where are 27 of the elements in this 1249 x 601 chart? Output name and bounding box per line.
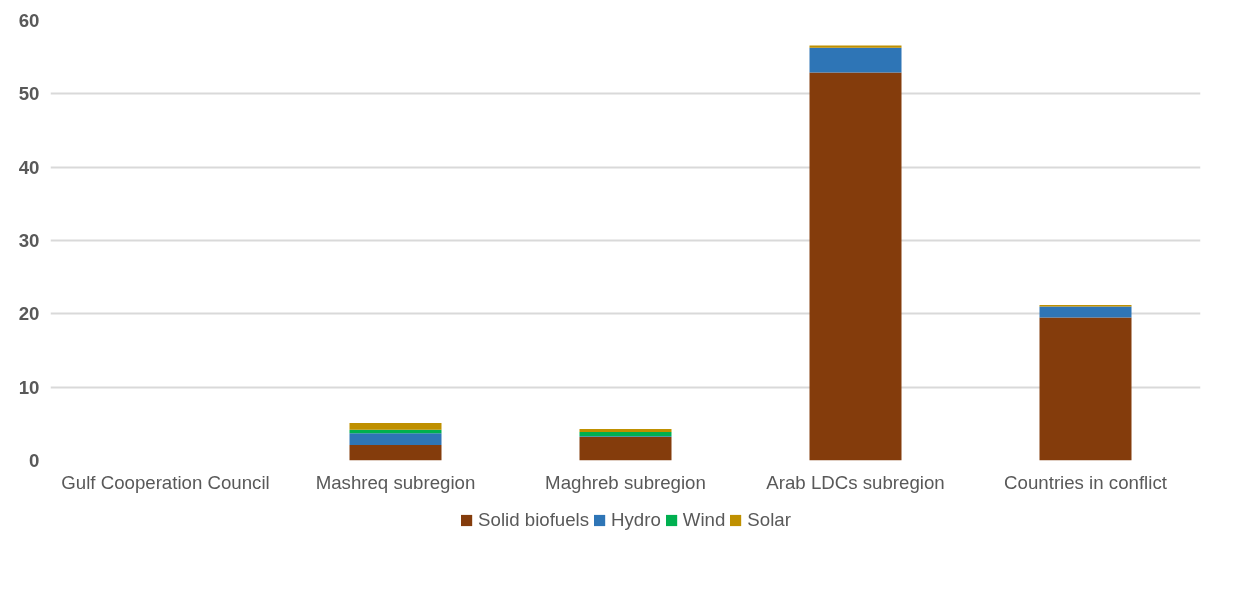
y-tick-label: 20 [18, 303, 40, 325]
x-tick-label: Gulf Cooperation Council [61, 471, 270, 493]
bar [349, 433, 442, 446]
bar [579, 431, 672, 437]
bar [1039, 306, 1132, 318]
y-tick-label: 60 [18, 10, 40, 31]
bar [579, 437, 672, 461]
y-tick-label: 0 [29, 450, 40, 471]
legend-label: Solid biofuels [478, 509, 590, 531]
bar [349, 445, 442, 461]
bar [1039, 317, 1132, 461]
bar [579, 428, 672, 432]
x-tick-label: Countries in conflict [1004, 471, 1168, 493]
bar [809, 47, 902, 73]
legend-label: Hydro [611, 509, 661, 531]
x-tick-label: Arab LDCs subregion [766, 471, 945, 493]
y-tick-label: 30 [18, 230, 40, 251]
x-tick-label: Maghreb subregion [545, 471, 706, 493]
legend-label: Wind [682, 509, 726, 531]
y-tick-label: 10 [18, 376, 40, 398]
y-tick-label: 40 [18, 156, 40, 178]
y-tick-label: 50 [18, 83, 40, 105]
legend-label: Solar [747, 509, 791, 531]
bar [349, 423, 442, 430]
bar [809, 72, 902, 461]
x-tick-label: Mashreq subregion [315, 471, 476, 493]
bar [809, 45, 902, 48]
